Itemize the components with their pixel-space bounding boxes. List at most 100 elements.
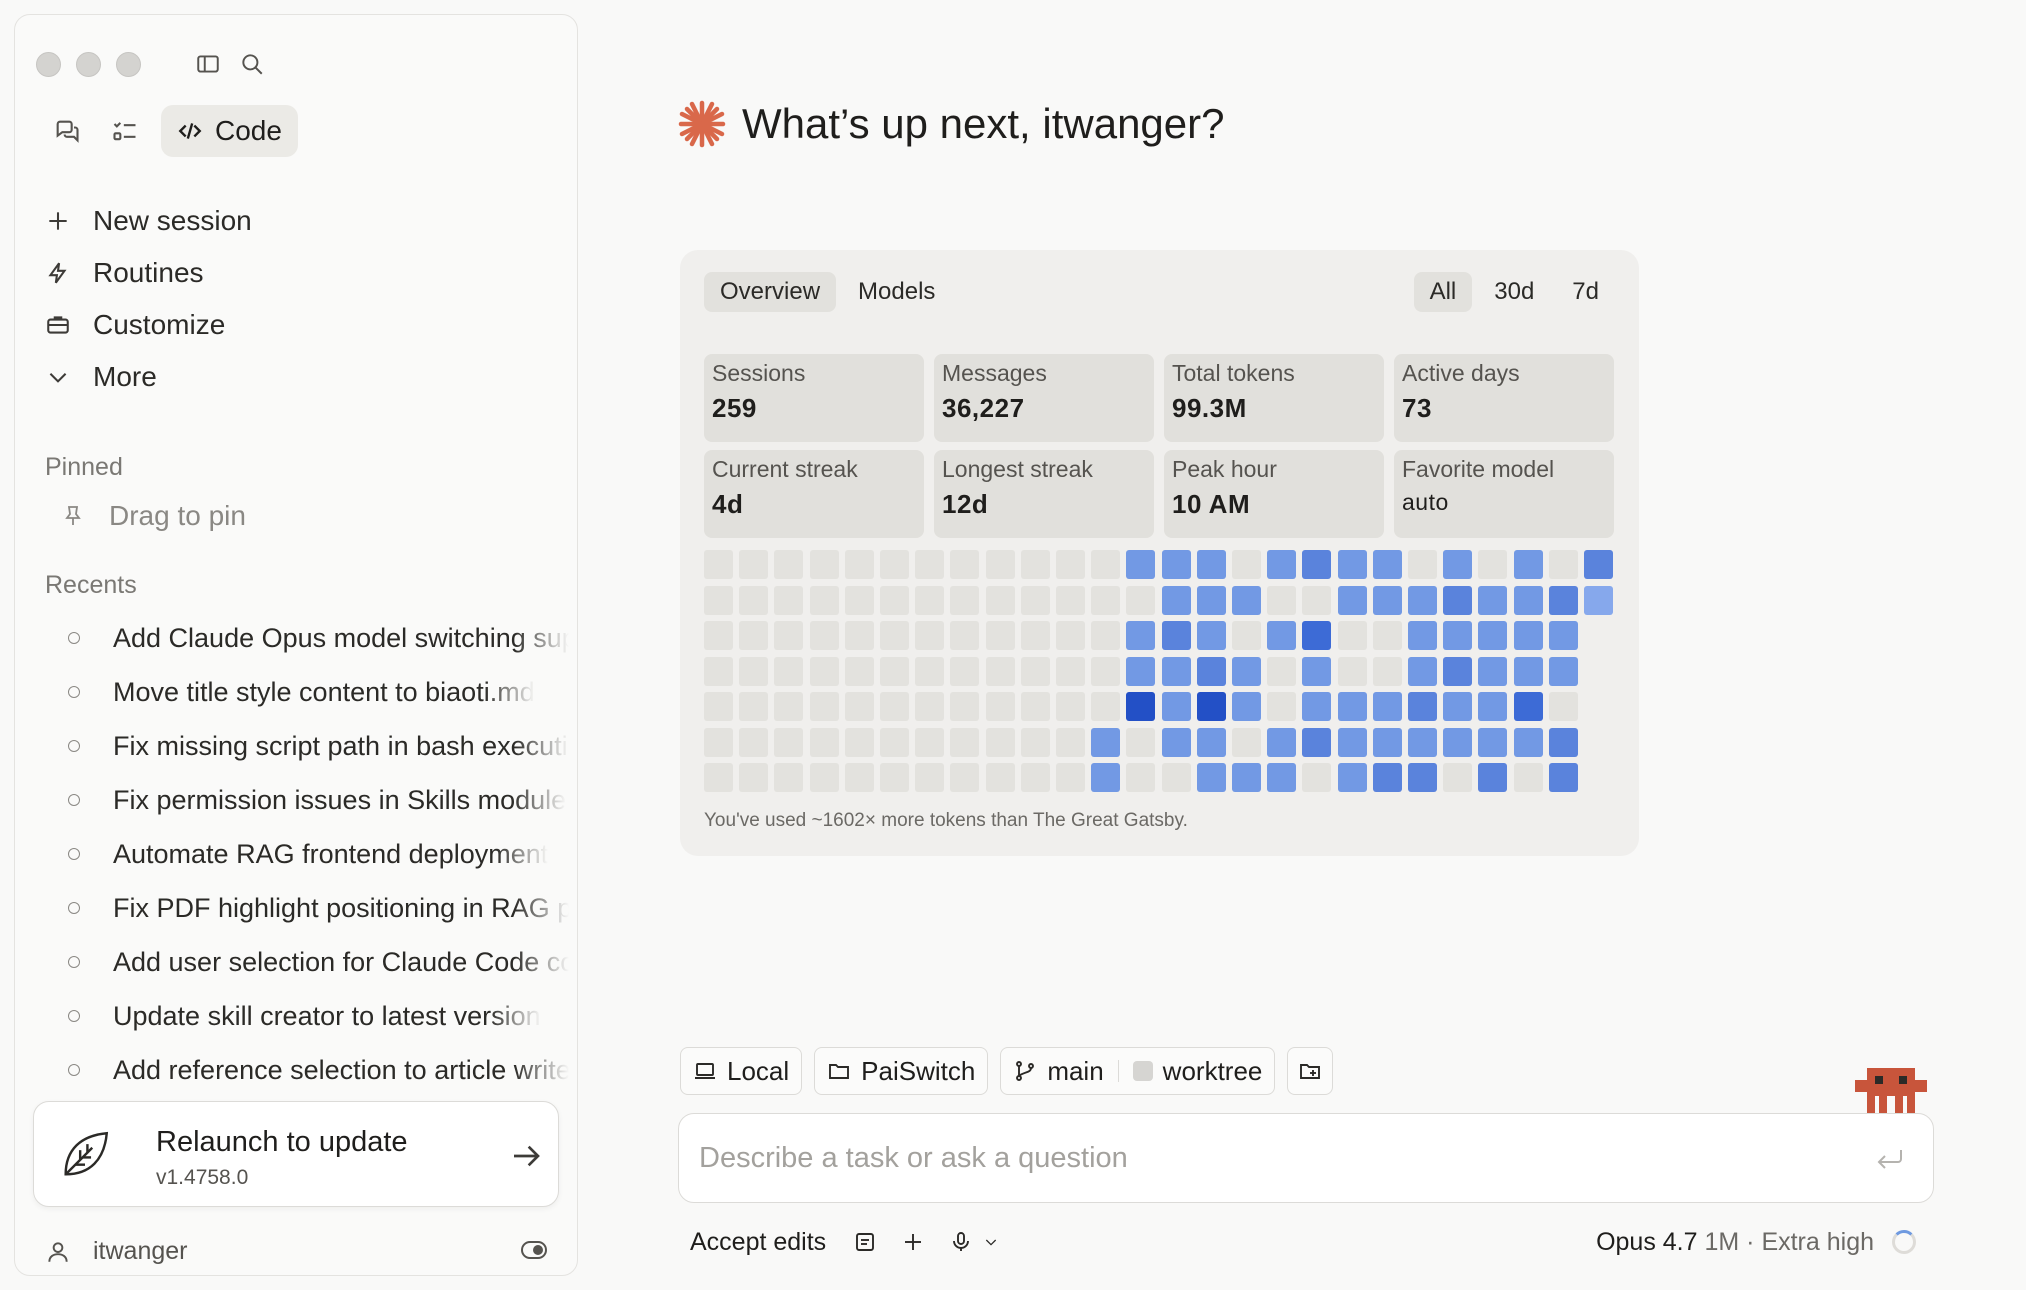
heatmap-cell <box>739 692 769 721</box>
search-icon[interactable] <box>237 49 267 79</box>
plus-icon <box>49 212 67 230</box>
tab-overview[interactable]: Overview <box>704 272 837 312</box>
heatmap-cell <box>880 656 909 686</box>
range-30d[interactable]: 30d <box>1494 278 1535 305</box>
heatmap-cell <box>774 692 804 721</box>
range-all[interactable]: All <box>1413 272 1473 312</box>
recent-session-item[interactable]: Automate RAG frontend deployment <box>61 827 569 881</box>
document-icon[interactable] <box>852 1229 878 1255</box>
heatmap-cell <box>1056 727 1085 757</box>
heatmap-cell <box>1443 727 1473 757</box>
window-controls <box>36 52 141 77</box>
heatmap-cell <box>1196 621 1226 650</box>
heatmap-cell <box>1372 550 1402 579</box>
heatmap-cell <box>1372 763 1402 792</box>
heatmap-cell <box>985 727 1015 757</box>
heatmap-cell <box>1126 692 1156 721</box>
permission-mode-button[interactable]: Accept edits <box>690 1227 827 1256</box>
greeting: What’s up next, itwanger? <box>678 100 1225 148</box>
heatmap-cell <box>1337 656 1367 686</box>
heatmap-cell <box>880 621 909 650</box>
stat-value: 10 AM <box>1172 489 1251 519</box>
token-comparison-note: You've used ~1602× more tokens than The … <box>704 810 1188 831</box>
heatmap-cell <box>1337 550 1367 579</box>
recent-session-item[interactable]: Add user selection for Claude Code confi… <box>61 935 569 989</box>
heatmap-cell <box>950 727 980 757</box>
code-mode-button[interactable]: Code <box>161 105 298 157</box>
heatmap-cell <box>1020 621 1050 650</box>
heatmap-cell <box>1126 727 1156 757</box>
heatmap-cell <box>1091 692 1121 721</box>
status-dot-icon <box>68 1010 80 1022</box>
recent-session-item[interactable]: Update skill creator to latest version <box>61 989 569 1043</box>
heatmap-cell <box>1267 621 1297 650</box>
plus-icon[interactable] <box>900 1229 926 1255</box>
worktree-checkbox[interactable] <box>1132 1061 1153 1081</box>
recent-session-item[interactable]: Add Claude Opus model switching support <box>61 611 569 665</box>
heatmap-cell <box>809 621 839 650</box>
toggle-icon[interactable] <box>521 1241 547 1259</box>
heatmap-cell <box>1126 550 1156 579</box>
recent-session-item[interactable]: Fix missing script path in bash executio… <box>61 719 569 773</box>
chat-mode-button[interactable] <box>45 109 89 153</box>
enter-key-icon[interactable] <box>1875 1146 1905 1172</box>
local-environment-chip[interactable]: Local <box>680 1047 803 1095</box>
stat-sessions: Sessions 259 <box>704 354 924 442</box>
heatmap-cell <box>1478 621 1508 650</box>
heatmap-cell <box>1267 692 1297 721</box>
relaunch-update-card[interactable]: Relaunch to update v1.4758.0 <box>33 1101 559 1207</box>
status-dot-icon <box>68 848 80 860</box>
add-folder-button[interactable] <box>1287 1047 1334 1095</box>
heatmap-cell <box>1478 727 1508 757</box>
model-selector[interactable]: Opus 4.7 1M · Extra high <box>1596 1228 1874 1257</box>
stat-total-tokens: Total tokens 99.3M <box>1164 354 1384 442</box>
range-7d[interactable]: 7d <box>1572 278 1599 305</box>
heatmap-cell <box>774 656 804 686</box>
drag-to-pin-area[interactable]: Drag to pin <box>61 500 246 532</box>
tasks-mode-button[interactable] <box>103 109 147 153</box>
new-session-label: New session <box>93 205 252 236</box>
microphone-icon[interactable] <box>948 1229 974 1255</box>
heatmap-cell <box>1232 656 1261 686</box>
close-window-button[interactable] <box>36 52 61 77</box>
customize-button[interactable]: Customize <box>29 299 252 351</box>
minimize-window-button[interactable] <box>76 52 101 77</box>
recent-session-item[interactable]: Fix PDF highlight positioning in RAG pre… <box>61 881 569 935</box>
heatmap-cell <box>809 656 839 686</box>
pinned-heading: Pinned <box>45 453 123 481</box>
project-folder-chip[interactable]: PaiSwitch <box>814 1047 989 1095</box>
heatmap-cell <box>1408 656 1437 686</box>
chevron-down-icon[interactable] <box>978 1229 1004 1255</box>
heatmap-cell <box>985 621 1015 650</box>
recent-session-item[interactable]: Move title style content to biaoti.md <box>61 665 569 719</box>
heatmap-cell <box>1302 763 1332 792</box>
local-label: Local <box>727 1055 790 1086</box>
more-button[interactable]: More <box>29 351 252 403</box>
heatmap-cell <box>915 585 945 615</box>
branch-chip[interactable]: main worktree <box>1000 1047 1276 1095</box>
heatmap-cell <box>1584 550 1613 579</box>
heatmap-cell <box>774 621 804 650</box>
zoom-window-button[interactable] <box>116 52 141 77</box>
recent-session-title: Fix permission issues in Skills module <box>113 784 567 815</box>
task-input[interactable] <box>699 1136 1849 1180</box>
heatmap-cell <box>1372 727 1402 757</box>
recent-session-title: Fix missing script path in bash executio… <box>113 730 569 761</box>
tab-models[interactable]: Models <box>858 278 936 305</box>
heatmap-cell <box>844 621 874 650</box>
pixel-mascot-icon <box>1855 1068 1927 1116</box>
usage-stats-card: Overview Models All 30d 7d Sessions 259 M… <box>680 250 1639 856</box>
recent-session-title: Fix PDF highlight positioning in RAG pre… <box>113 892 569 923</box>
sidebar-toggle-icon[interactable] <box>193 49 223 79</box>
recent-session-item[interactable]: Fix permission issues in Skills module <box>61 773 569 827</box>
stat-label: Total tokens <box>1172 360 1295 386</box>
new-session-button[interactable]: New session <box>29 195 252 247</box>
heatmap-cell <box>774 585 804 615</box>
heatmap-cell <box>880 727 909 757</box>
recent-session-item[interactable]: Add reference selection to article write… <box>61 1043 569 1097</box>
routines-button[interactable]: Routines <box>29 247 252 299</box>
heatmap-cell <box>704 656 733 686</box>
leaf-icon <box>56 1126 114 1184</box>
user-account-row[interactable]: itwanger <box>29 1237 559 1266</box>
heatmap-cell <box>1232 585 1261 615</box>
